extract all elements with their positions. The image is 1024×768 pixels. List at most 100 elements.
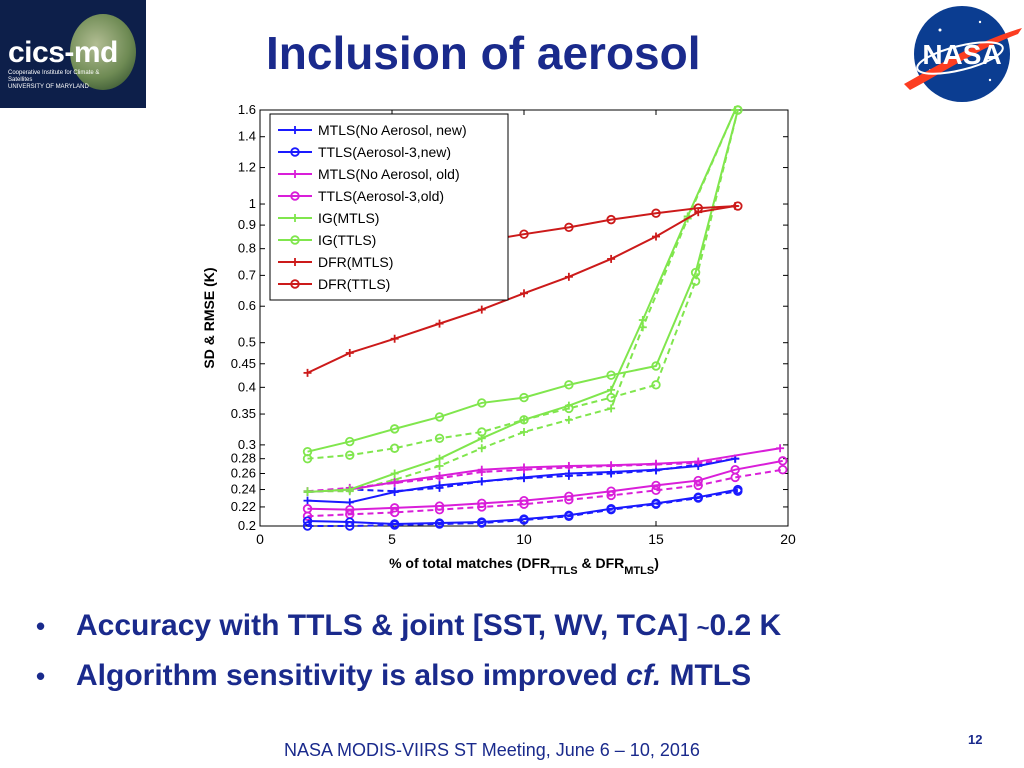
data-point [435,454,444,463]
x-axis-label: % of total matches (DFRTTLS & DFRMTLS) [389,555,659,577]
data-point [564,461,573,470]
legend-entry: TTLS(Aerosol-3,old) [318,188,444,204]
page-number: 12 [968,732,983,747]
data-point [345,450,355,460]
data-point [652,232,660,241]
data-point [606,370,616,380]
data-point [303,488,312,497]
data-point [390,469,399,478]
data-point [345,348,354,357]
y-tick-label: 1 [249,196,256,211]
data-point [303,368,312,377]
data-point [477,434,486,443]
y-tick-label: 1.6 [238,102,256,117]
data-point [564,415,573,424]
data-point [606,214,616,225]
x-tick-label: 15 [648,531,664,547]
data-point [607,461,616,470]
data-point [520,473,528,482]
legend-entry: MTLS(No Aerosol, old) [318,166,460,182]
y-tick-label: 0.6 [238,298,256,313]
data-point [519,392,529,403]
data-point [693,492,703,502]
data-point [651,208,661,218]
cics-md-logo-text: cics-md [8,36,118,69]
bullet-dot-icon: • [36,661,46,691]
bullet-item: • Accuracy with TTLS & joint [SST, WV, TC… [32,606,781,656]
data-point [778,456,788,466]
bullet-item: • Algorithm sensitivity is also improved … [32,656,781,706]
y-tick-label: 0.9 [238,217,256,232]
y-tick-label: 0.35 [231,406,256,421]
data-point [303,496,312,505]
data-point [733,105,743,115]
bullet-list: • Accuracy with TTLS & joint [SST, WV, TC… [32,606,781,706]
data-point [519,514,529,524]
y-axis-label: SD & RMSE (K) [201,267,217,368]
series-line [307,109,739,453]
series-line [307,459,783,511]
data-point [778,465,788,475]
data-point [302,504,313,514]
data-point [477,517,487,527]
data-point [564,222,574,233]
nasa-logo-text: NASA [922,39,1001,70]
y-tick-label: 1.4 [238,129,256,144]
data-point [477,498,487,509]
data-point [434,412,445,422]
data-point [564,272,573,281]
y-tick-label: 0.24 [231,482,256,497]
data-point [520,463,528,472]
data-point [435,461,444,470]
y-tick-label: 0.45 [231,356,256,371]
legend-entry: IG(TTLS) [318,232,376,248]
x-tick-label: 5 [388,531,396,547]
legend-box [269,113,509,301]
data-point [564,510,574,520]
data-point [733,484,743,495]
cics-md-logo: cics-md Cooperative Institute for Climat… [0,0,146,108]
nasa-logo: NASA [904,6,1022,102]
data-point [434,433,445,444]
y-tick-label: 0.8 [238,241,256,256]
data-point [477,305,486,314]
data-point [291,126,299,134]
data-point [733,201,743,211]
data-point [519,495,529,506]
data-point [606,486,616,496]
data-point [606,504,616,514]
data-point [607,385,616,394]
y-tick-label: 0.5 [238,335,256,350]
data-point [390,334,399,343]
data-point [564,469,573,478]
data-point [652,459,660,468]
legend-entry: MTLS(No Aerosol, new) [318,122,467,138]
data-point [291,170,299,178]
data-point [435,319,444,328]
data-point [564,401,573,410]
data-point [345,436,355,447]
series-line-dashed [307,109,737,493]
data-point [564,491,574,502]
slide-title: Inclusion of aerosol [266,27,701,79]
data-point [638,316,647,325]
x-tick-label: 10 [516,531,532,547]
data-point [776,444,785,453]
data-point [519,229,529,239]
y-tick-label: 0.7 [238,267,256,282]
cics-md-logo-subtitle: Cooperative Institute for Climate & Sate… [8,70,100,90]
data-point [290,279,300,289]
data-point [291,258,299,266]
data-point [651,498,661,509]
data-point [694,457,703,466]
data-point [520,415,528,424]
data-point [477,465,486,474]
x-tick-label: 20 [780,531,796,547]
data-point [345,517,355,527]
data-point [477,477,486,486]
data-point [290,147,300,157]
data-point [345,504,355,515]
data-point [389,519,400,529]
data-point [390,488,399,497]
data-point [389,443,400,453]
